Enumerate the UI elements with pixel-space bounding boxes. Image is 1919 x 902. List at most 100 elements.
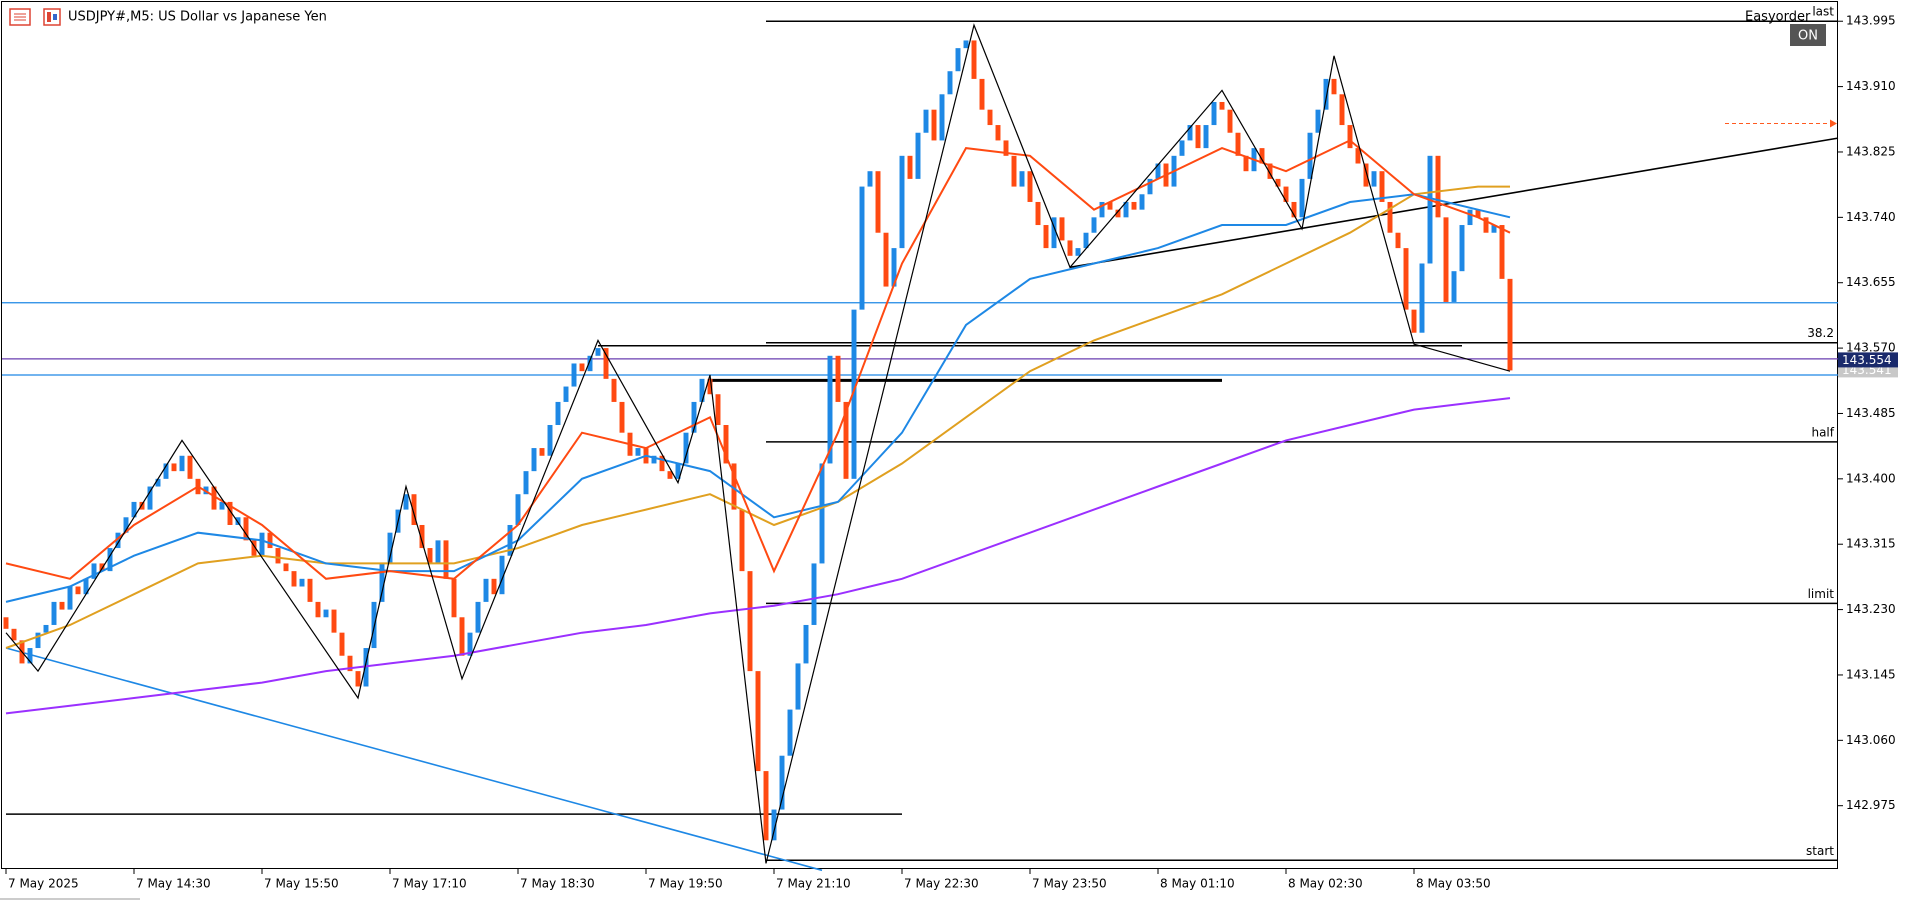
candle-body: [411, 494, 417, 525]
candle-body: [1483, 217, 1489, 233]
x-tick-label: 7 May 19:50: [648, 877, 723, 891]
candle-body: [67, 586, 73, 610]
candle-body: [435, 540, 441, 564]
plot-frame: [1, 1, 1838, 869]
zigzag: [5, 23, 1511, 864]
candle-body: [211, 486, 217, 510]
candle-body: [499, 555, 505, 595]
candle-body: [1331, 78, 1337, 95]
candle-body: [811, 563, 817, 625]
candle-body: [1307, 132, 1313, 179]
candle-body: [1131, 201, 1137, 210]
candle-body: [483, 578, 489, 602]
candle-body: [115, 532, 121, 549]
x-tick-label: 8 May 01:10: [1160, 877, 1235, 891]
candle-body: [1323, 78, 1329, 110]
candle-body: [667, 471, 673, 479]
candle-body: [315, 601, 321, 618]
candle-body: [659, 455, 665, 472]
candle-body: [755, 671, 761, 772]
candle-body: [171, 463, 177, 472]
candle-body: [1211, 101, 1217, 126]
x-tick-label: 7 May 2025: [8, 877, 79, 891]
candle-body: [1179, 140, 1185, 156]
candle-body: [1051, 217, 1057, 249]
candle-body: [267, 532, 273, 549]
candle-body: [219, 501, 225, 510]
candle-body: [1467, 209, 1473, 226]
candle-body: [547, 425, 553, 456]
candle-body: [1475, 209, 1481, 218]
candle-body: [899, 155, 905, 249]
candle-body: [571, 363, 577, 387]
candle-body: [3, 617, 9, 629]
candle-body: [1395, 232, 1401, 249]
candle-body: [731, 463, 737, 510]
candle-body: [1035, 201, 1041, 226]
candle-body: [523, 471, 529, 495]
candle-body: [1011, 155, 1017, 187]
candle-body: [675, 463, 681, 479]
on-button-label[interactable]: ON: [1798, 29, 1818, 44]
candle-body: [1115, 209, 1121, 218]
candle-body: [1339, 94, 1345, 126]
candle-body: [875, 171, 881, 233]
candle-body: [531, 448, 537, 472]
candle-body: [635, 448, 641, 456]
on-button[interactable]: [1790, 24, 1826, 46]
candle-body: [707, 378, 713, 395]
y-tick-label: 143.740: [1846, 210, 1896, 224]
candle-body: [1387, 201, 1393, 233]
candle-body: [1355, 148, 1361, 164]
candle-body: [803, 624, 809, 664]
candle-body: [1155, 163, 1161, 179]
candle-body: [1315, 109, 1321, 133]
candle-body: [1123, 201, 1129, 218]
candle-body: [179, 455, 185, 472]
candle-body: [1091, 217, 1097, 233]
y-tick-label: 143.060: [1846, 733, 1896, 747]
candle-body: [139, 501, 145, 510]
candle-body: [851, 309, 857, 479]
candle-body: [1363, 163, 1369, 187]
candle-body: [1459, 225, 1465, 272]
x-tick-label: 7 May 18:30: [520, 877, 595, 891]
moving-average: [5, 193, 1511, 603]
candle-body: [1195, 125, 1201, 149]
candle-body: [579, 363, 585, 372]
candle-body: [971, 40, 977, 79]
candle-body: [1203, 125, 1209, 149]
y-tick-label: 143.145: [1846, 667, 1896, 681]
candle-body: [923, 109, 929, 133]
candle-body: [587, 355, 593, 372]
y-tick-label: 143.485: [1846, 406, 1896, 420]
candle-body: [107, 548, 113, 572]
candle-body: [915, 132, 921, 179]
candle-body: [1187, 125, 1193, 141]
candle-body: [339, 632, 345, 656]
x-tick-label: 7 May 17:10: [392, 877, 467, 891]
candle-body: [59, 601, 65, 610]
moving-average: [5, 139, 1511, 580]
candle-body: [683, 432, 689, 464]
x-tick-label: 8 May 03:50: [1416, 877, 1491, 891]
candle-body: [1283, 186, 1289, 202]
candle-body: [987, 109, 993, 126]
candle-body: [427, 548, 433, 564]
x-tick-label: 8 May 02:30: [1288, 877, 1363, 891]
candle-body: [603, 348, 609, 379]
candle-body: [515, 494, 521, 525]
candle-body: [1275, 178, 1281, 187]
candle-body: [715, 394, 721, 426]
x-tick-label: 7 May 21:10: [776, 877, 851, 891]
candle-body: [331, 609, 337, 633]
candle-body: [539, 448, 545, 456]
candle-body: [651, 455, 657, 464]
candle-body: [323, 609, 329, 618]
candle-body: [1443, 217, 1449, 302]
candle-body: [723, 425, 729, 464]
candle-body: [835, 355, 841, 402]
candle-body: [459, 617, 465, 656]
